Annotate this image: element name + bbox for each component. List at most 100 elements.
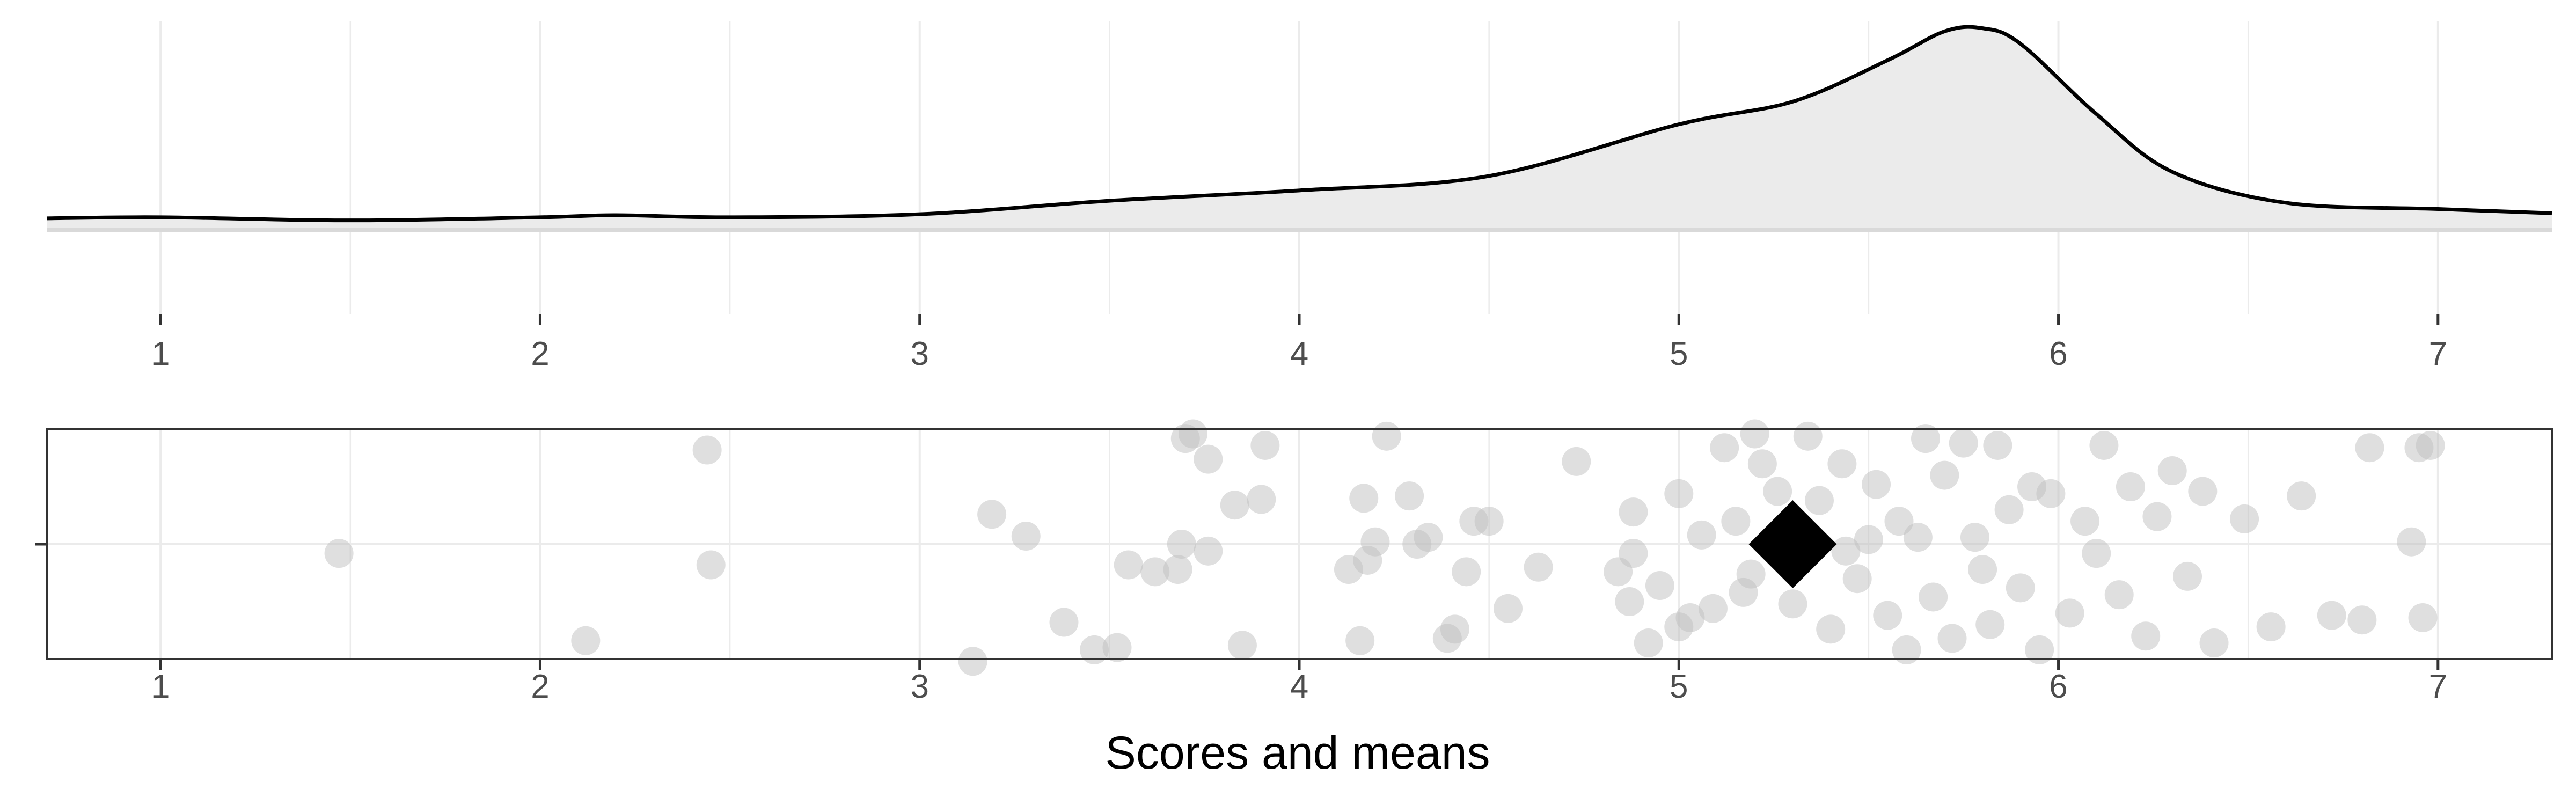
score-point [1842, 564, 1872, 594]
score-point [958, 647, 987, 676]
score-point [1960, 523, 1989, 552]
score-point [324, 539, 354, 568]
score-point [1804, 486, 1834, 515]
score-point [2416, 430, 2445, 460]
score-point [1710, 433, 1739, 463]
score-point [1721, 507, 1751, 536]
score-point [1634, 628, 1663, 658]
score-point [1994, 495, 2024, 524]
score-point [1167, 530, 1196, 559]
score-point [1747, 449, 1777, 479]
score-point [2070, 507, 2100, 536]
score-point [2199, 628, 2229, 658]
score-point [2116, 472, 2145, 501]
score-point [1854, 525, 1883, 554]
score-point [1163, 555, 1192, 584]
score-point [1949, 428, 1978, 458]
x-tick-label: 3 [910, 668, 928, 705]
x-tick-label: 4 [1290, 668, 1308, 705]
x-tick-label: 6 [2049, 668, 2067, 705]
score-point [1975, 610, 2005, 639]
score-point [1892, 635, 1921, 664]
points-x-axis: 1 2 3 4 5 6 7 [151, 659, 2447, 705]
score-point [2230, 504, 2259, 533]
x-tick-label: 2 [531, 335, 549, 372]
score-point [977, 500, 1007, 529]
score-point [2355, 433, 2384, 463]
score-point [2157, 456, 2187, 486]
score-point [1736, 559, 1766, 589]
score-point [1827, 449, 1857, 479]
score-point [1862, 470, 1891, 499]
score-point [2188, 477, 2218, 506]
score-point [1937, 624, 1967, 653]
score-point [1816, 614, 1846, 644]
score-point [2397, 527, 2426, 557]
x-tick-label: 5 [1670, 668, 1688, 705]
score-point [2142, 502, 2172, 531]
score-point [2317, 601, 2346, 630]
score-point [1615, 587, 1644, 616]
score-point [2104, 580, 2134, 610]
x-tick-label: 1 [151, 668, 170, 705]
score-point [2089, 430, 2119, 460]
score-point [1080, 635, 1109, 664]
score-point [2287, 481, 2316, 511]
score-point [1740, 419, 1769, 449]
score-point [1619, 539, 1648, 568]
density-curve [46, 25, 2552, 223]
score-point [1474, 507, 1504, 536]
score-point [1178, 419, 1208, 449]
score-point [2256, 612, 2286, 642]
score-point [1911, 424, 1940, 453]
score-point [1349, 484, 1379, 513]
density-panel: 1 2 3 4 5 6 7 [46, 21, 2552, 372]
score-point [1884, 507, 1914, 536]
score-point [1873, 601, 1902, 630]
score-point [1140, 557, 1170, 587]
score-point [1778, 589, 1807, 619]
score-point [2173, 561, 2202, 591]
score-point [696, 550, 726, 580]
score-point [1831, 536, 1861, 566]
score-point [1194, 444, 1223, 474]
x-tick-label: 5 [1670, 335, 1688, 372]
points-panel: 1 2 3 4 5 6 7 Scores and means [35, 419, 2553, 779]
score-point [1360, 527, 1390, 557]
x-tick-label: 4 [1290, 335, 1308, 372]
score-point [2055, 598, 2084, 628]
score-point [2082, 539, 2111, 568]
score-point [2347, 605, 2377, 635]
score-point [1675, 603, 1705, 632]
score-point [2025, 635, 2054, 664]
score-point [2408, 603, 2438, 632]
score-point [1049, 608, 1079, 637]
score-point [1763, 477, 1792, 506]
score-point [1220, 491, 1249, 520]
score-point [1247, 485, 1276, 514]
x-tick-label: 1 [151, 335, 170, 372]
x-tick-label: 6 [2049, 335, 2067, 372]
score-point [1645, 571, 1674, 601]
score-point [1372, 421, 1401, 451]
score-point [2131, 621, 2161, 651]
score-point [1102, 633, 1132, 662]
score-point [1494, 594, 1523, 623]
score-point [1114, 550, 1143, 580]
score-points [324, 419, 2445, 676]
x-tick-label: 2 [531, 668, 549, 705]
score-point [1903, 523, 1933, 552]
score-point [1664, 479, 1694, 508]
density-area [47, 27, 2552, 230]
x-tick-label: 3 [910, 335, 928, 372]
score-point [1452, 557, 1481, 587]
score-point [1698, 594, 1728, 623]
score-point [1440, 614, 1469, 644]
score-point [571, 626, 601, 655]
x-tick-label: 7 [2429, 335, 2447, 372]
score-point [1011, 522, 1041, 551]
score-point [1919, 582, 1948, 612]
score-point [1793, 421, 1823, 451]
score-point [1619, 497, 1648, 527]
